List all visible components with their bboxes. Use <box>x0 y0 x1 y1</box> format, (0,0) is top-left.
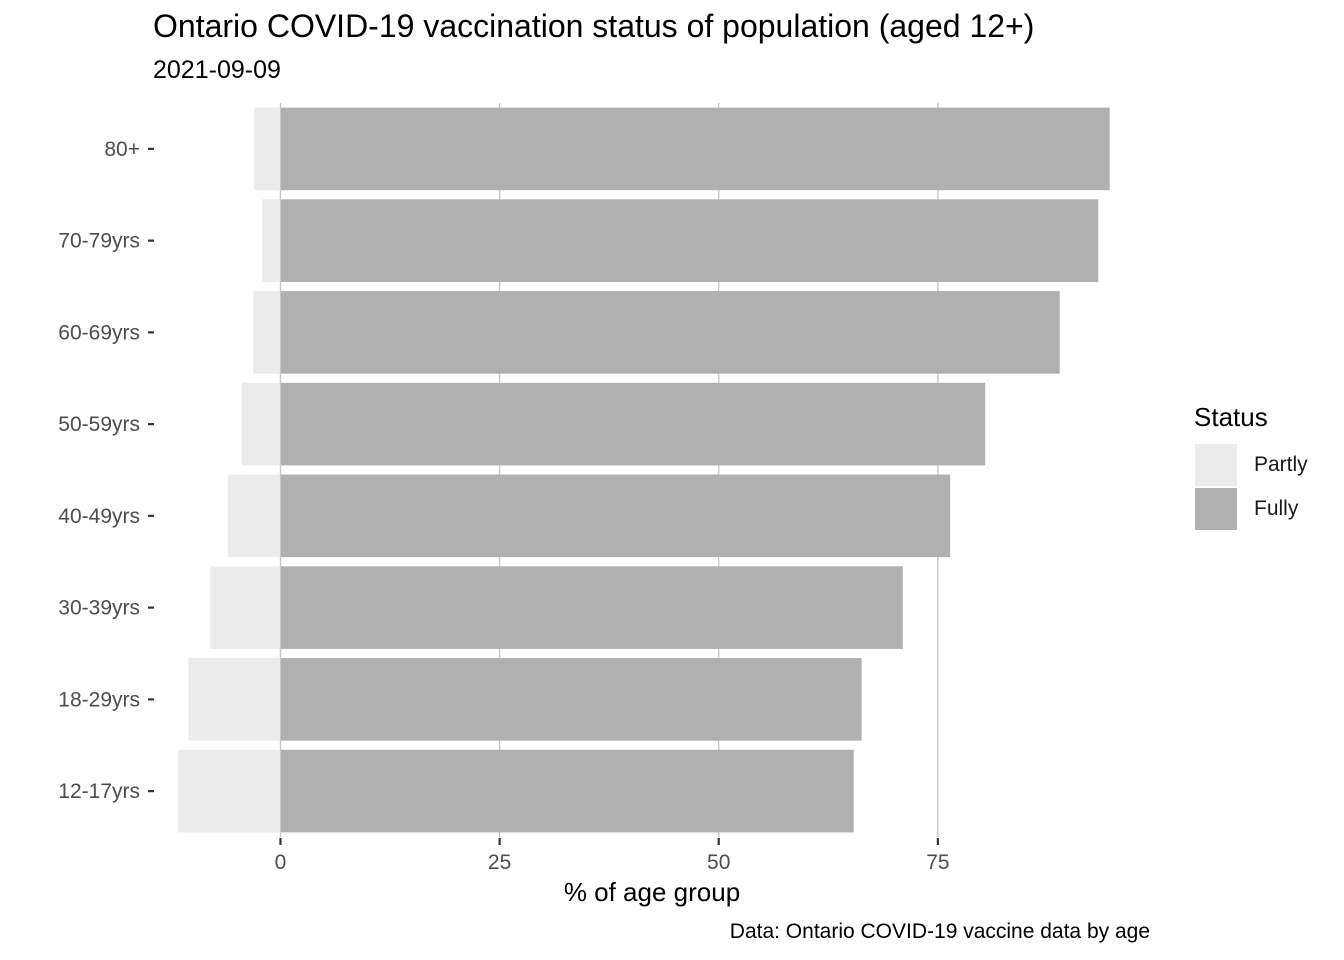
legend-item-fully: Fully <box>1194 487 1308 531</box>
chart-subtitle: 2021-09-09 <box>153 56 281 84</box>
legend-key-partly <box>1194 443 1238 487</box>
bar-partly-70-79yrs <box>262 199 281 282</box>
bars <box>177 107 1110 833</box>
legend-label-partly: Partly <box>1254 453 1308 476</box>
bar-partly-60-69yrs <box>253 291 281 374</box>
x-tick-label-75: 75 <box>926 851 949 874</box>
bar-fully-30-39yrs <box>280 566 903 649</box>
legend-label-fully: Fully <box>1254 497 1299 520</box>
y-tick-label-60-69yrs: 60-69yrs <box>58 321 140 344</box>
bar-partly-18-29yrs <box>188 658 281 741</box>
bar-fully-60-69yrs <box>280 291 1060 374</box>
legend-title: Status <box>1194 402 1268 432</box>
y-tick-label-18-29yrs: 18-29yrs <box>58 688 140 711</box>
y-tick-label-12-17yrs: 12-17yrs <box>58 780 140 803</box>
y-tick-label-50-59yrs: 50-59yrs <box>58 413 140 436</box>
y-tick-label-30-39yrs: 30-39yrs <box>58 597 140 620</box>
bar-fully-18-29yrs <box>280 658 862 741</box>
legend-item-partly: Partly <box>1194 443 1308 487</box>
x-tick-label-50: 50 <box>707 851 730 874</box>
x-tick-label-0: 0 <box>275 851 287 874</box>
bar-fully-80+ <box>280 107 1110 191</box>
bar-partly-12-17yrs <box>177 749 281 833</box>
bar-partly-80+ <box>254 107 281 191</box>
y-tick-label-80+: 80+ <box>104 138 140 161</box>
bar-fully-12-17yrs <box>280 749 854 833</box>
x-axis: 0 25 50 75 <box>275 838 950 874</box>
legend-key-fully <box>1194 487 1238 531</box>
y-tick-label-70-79yrs: 70-79yrs <box>58 230 140 253</box>
chart-title: Ontario COVID-19 vaccination status of p… <box>153 8 1035 44</box>
y-tick-label-40-49yrs: 40-49yrs <box>58 505 140 528</box>
bar-fully-40-49yrs <box>280 474 951 558</box>
x-axis-label: % of age group <box>564 877 740 907</box>
bar-fully-70-79yrs <box>280 199 1099 282</box>
x-tick-label-25: 25 <box>488 851 511 874</box>
bar-partly-30-39yrs <box>210 566 281 649</box>
y-axis: 12-17yrs 18-29yrs 30-39yrs 40-49yrs 50-59yrs… <box>58 138 154 803</box>
legend: Status Partly Fully <box>1194 402 1308 531</box>
bar-fully-50-59yrs <box>280 382 986 466</box>
bar-partly-40-49yrs <box>227 474 281 558</box>
chart-caption: Data: Ontario COVID-19 vaccine data by a… <box>729 920 1150 943</box>
bar-partly-50-59yrs <box>241 382 281 466</box>
